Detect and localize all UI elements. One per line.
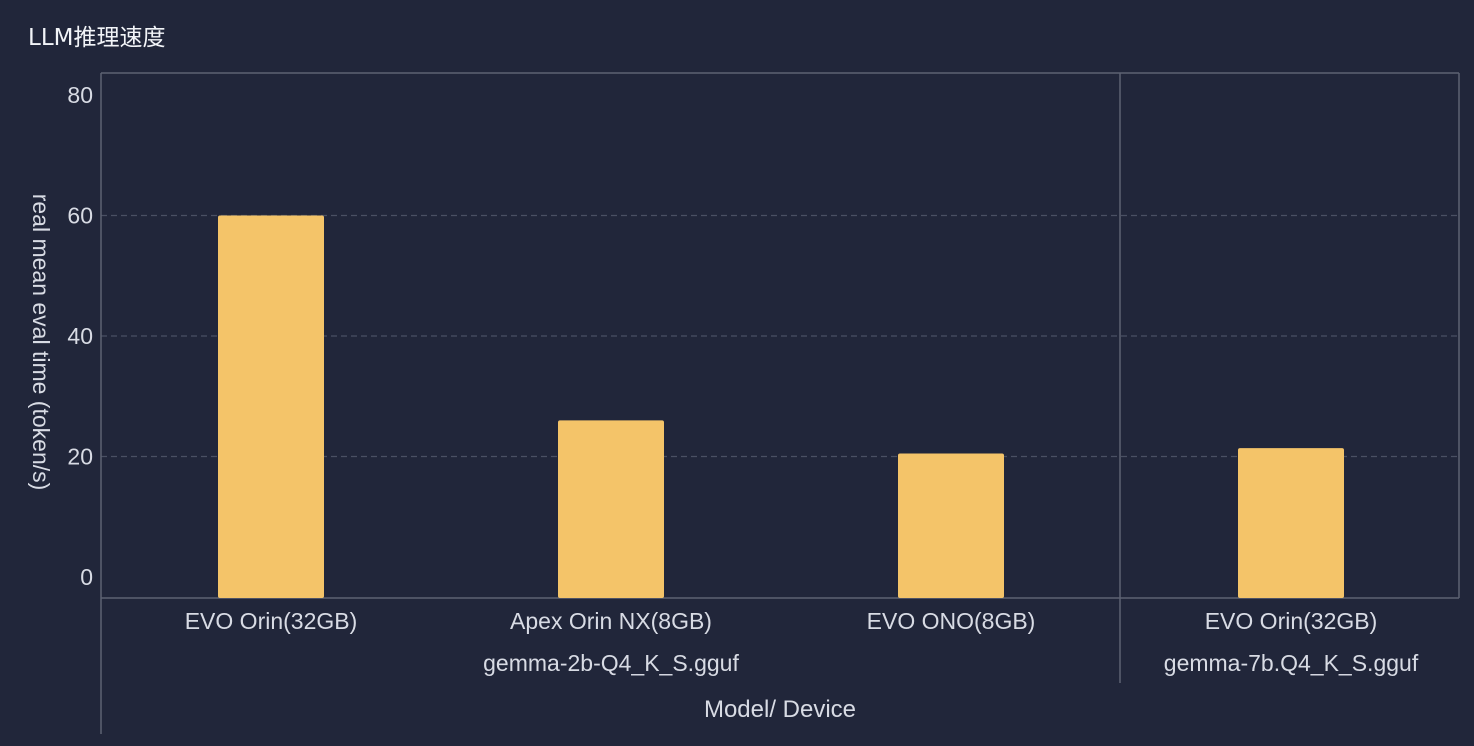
bar xyxy=(898,453,1004,598)
y-tick-label: 0 xyxy=(80,564,93,590)
y-axis-label: real mean eval time (token/s) xyxy=(28,194,54,491)
chart-title: LLM推理速度 xyxy=(28,25,166,51)
group-label: gemma-7b.Q4_K_S.gguf xyxy=(1164,650,1419,676)
y-tick-label: 60 xyxy=(67,203,93,229)
bar xyxy=(1238,448,1344,598)
group-label: gemma-2b-Q4_K_S.gguf xyxy=(483,650,739,676)
bar xyxy=(558,420,664,598)
bar xyxy=(218,215,324,598)
x-tick-label: EVO Orin(32GB) xyxy=(1205,608,1378,634)
x-tick-label: EVO ONO(8GB) xyxy=(867,608,1036,634)
y-tick-label: 20 xyxy=(67,444,93,470)
x-tick-label: EVO Orin(32GB) xyxy=(185,608,358,634)
y-tick-label: 40 xyxy=(67,323,93,349)
x-tick-label: Apex Orin NX(8GB) xyxy=(510,608,712,634)
y-tick-label: 80 xyxy=(67,82,93,108)
x-axis-label: Model/ Device xyxy=(704,696,856,723)
